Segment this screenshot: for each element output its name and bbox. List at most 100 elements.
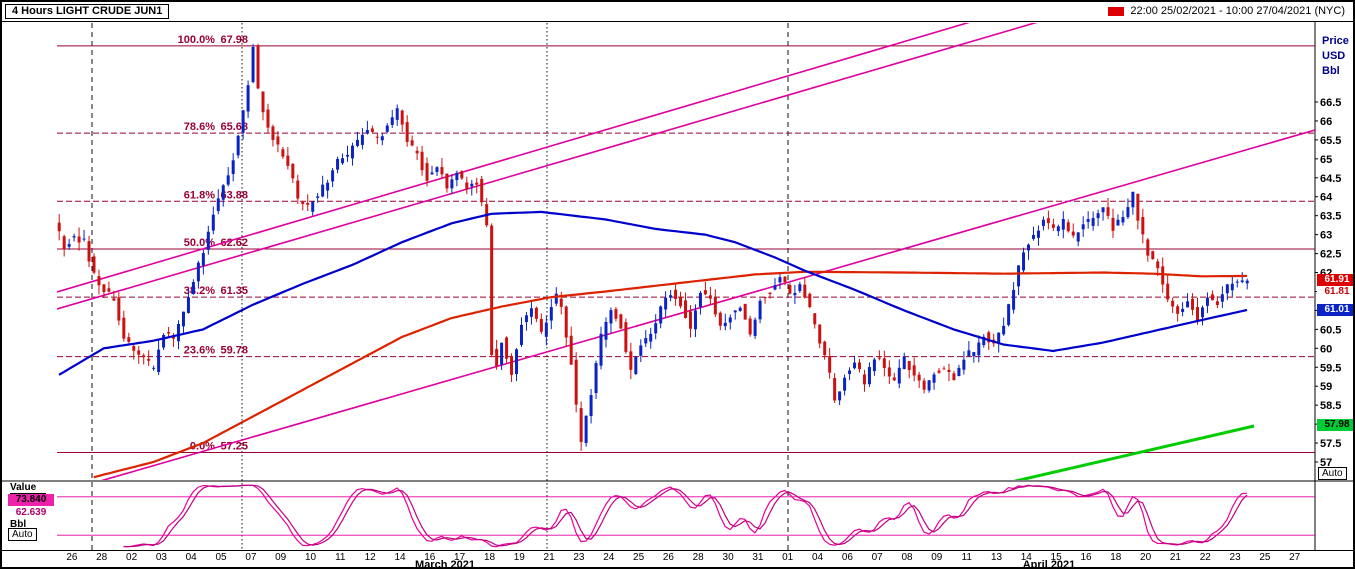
date-tick-label: 09	[275, 552, 287, 563]
candle-body	[102, 284, 106, 293]
candle-body	[947, 369, 951, 372]
candle-body	[475, 182, 479, 185]
candle-body	[306, 202, 310, 205]
price-tick-label: 57.5	[1320, 438, 1341, 450]
candle-body	[609, 310, 613, 324]
candle-body	[360, 134, 364, 145]
candle-body	[296, 180, 300, 199]
trendline	[57, 23, 1038, 310]
candle-body	[679, 296, 683, 307]
candle-body	[1041, 219, 1045, 226]
date-tick-label: 30	[723, 552, 735, 563]
candle-body	[862, 374, 866, 385]
candle-body	[922, 380, 926, 390]
candle-body	[1166, 283, 1170, 300]
indicator-value-1-badge: 73.840	[8, 494, 54, 506]
blue-moving-average	[58, 210, 1248, 376]
candle-body	[1186, 301, 1190, 308]
candle-body	[559, 298, 563, 307]
candle-body	[589, 395, 593, 417]
candle-body	[1181, 308, 1185, 312]
candle-body	[877, 357, 881, 359]
date-tick-label: 07	[245, 552, 257, 563]
price-tick-label: 64.5	[1320, 173, 1341, 185]
candle-body	[569, 335, 573, 365]
candle-body	[1091, 218, 1095, 226]
candle-body	[276, 136, 280, 145]
candle-body	[127, 337, 131, 342]
candle-body	[291, 163, 295, 179]
candle-body	[1086, 219, 1090, 222]
candle-body	[450, 179, 454, 189]
candle-body	[405, 122, 409, 142]
candle-body	[1061, 218, 1065, 230]
fib-label: 78.6% 65.68	[184, 121, 248, 133]
candle-body	[246, 85, 250, 112]
candle-body	[1007, 304, 1011, 325]
date-tick-label: 19	[514, 552, 526, 563]
fib-label: 23.6% 59.78	[184, 345, 248, 357]
candle-body	[57, 222, 61, 232]
candle-body	[649, 333, 653, 342]
candle-body	[117, 297, 121, 321]
candle-body	[221, 185, 225, 200]
candle-body	[942, 368, 946, 370]
candle-body	[122, 317, 126, 339]
candle-body	[196, 262, 200, 282]
candle-body	[1071, 231, 1075, 236]
date-tick-label: 21	[544, 552, 556, 563]
candle-body	[669, 295, 673, 298]
candle-body	[534, 307, 538, 319]
candle-body	[619, 314, 623, 329]
date-tick-label: 25	[1259, 552, 1271, 563]
candle-body	[684, 300, 688, 318]
candle-body	[783, 276, 787, 283]
price-scale-auto-button[interactable]: Auto	[1318, 467, 1347, 480]
candle-body	[191, 282, 195, 295]
indicator-scale-auto-button[interactable]: Auto	[8, 528, 37, 541]
candle-body	[544, 322, 548, 337]
candle-body	[957, 367, 961, 377]
candle-body	[142, 355, 146, 358]
chart-timestamp-range: 22:00 25/02/2021 - 10:00 27/04/2021 (NYC…	[1130, 5, 1345, 17]
candle-body	[823, 341, 827, 356]
candle-body	[887, 367, 891, 377]
date-tick-label: 11	[335, 552, 346, 563]
candle-body	[803, 284, 807, 298]
candle-body	[738, 307, 742, 311]
candle-body	[490, 225, 494, 356]
candle-body	[519, 324, 523, 345]
candle-body	[857, 362, 861, 370]
candle-body	[659, 306, 663, 324]
candle-body	[693, 310, 697, 330]
candle-body	[316, 196, 320, 198]
candle-body	[1245, 280, 1249, 284]
candle-body	[157, 349, 161, 373]
green-line-price-badge: 57.98	[1317, 418, 1353, 431]
date-tick-label: 20	[1140, 552, 1152, 563]
candle-body	[594, 363, 598, 394]
candle-body	[828, 356, 832, 373]
candle-body	[897, 367, 901, 384]
candle-body	[892, 377, 896, 381]
date-tick-label: 16	[424, 552, 436, 563]
date-tick-label: 09	[931, 552, 943, 563]
candle-body	[1200, 307, 1204, 318]
candle-body	[937, 370, 941, 373]
last-price-badge: 61.81	[1317, 285, 1353, 298]
price-tick-label: 65.5	[1320, 135, 1341, 147]
candle-body	[867, 367, 871, 385]
candle-body	[1161, 266, 1165, 285]
date-tick-label: 01	[782, 552, 794, 563]
candle-body	[137, 350, 141, 355]
candle-body	[843, 377, 847, 391]
candle-body	[723, 322, 727, 327]
candle-body	[336, 158, 340, 170]
candle-body	[415, 150, 419, 154]
candle-body	[1096, 213, 1100, 219]
candle-body	[430, 172, 434, 175]
date-tick-label: 18	[1110, 552, 1122, 563]
chart-header-right: 22:00 25/02/2021 - 10:00 27/04/2021 (NYC…	[1108, 5, 1345, 17]
price-tick-label: 64	[1320, 192, 1333, 204]
indicator-title: Value	[10, 482, 47, 494]
